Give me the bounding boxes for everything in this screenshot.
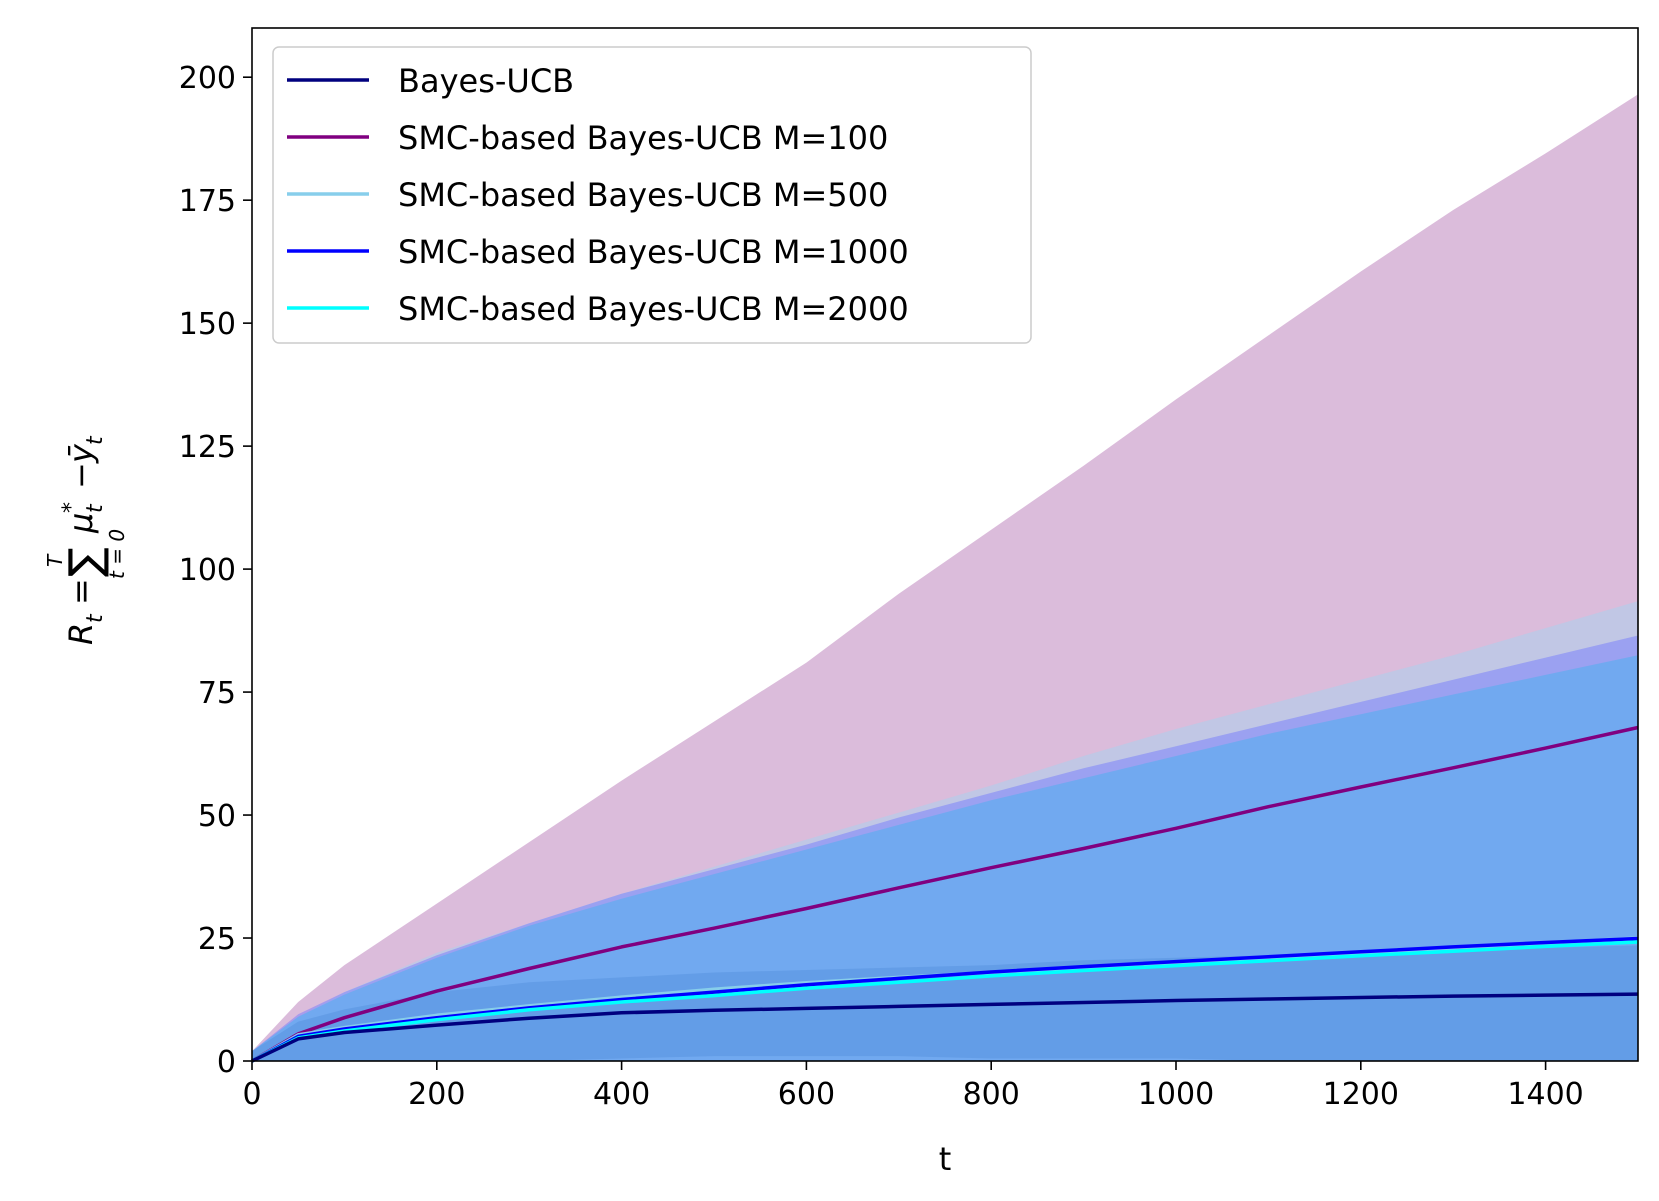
y-tick-label: 0	[217, 1045, 236, 1080]
x-tick-label: 1200	[1323, 1077, 1399, 1112]
x-tick-label: 0	[242, 1077, 261, 1112]
y-tick-label: 125	[179, 430, 236, 465]
ylabel-sum: ∑	[60, 547, 111, 577]
ylabel-equals: =	[62, 578, 100, 605]
legend-label-2: SMC-based Bayes-UCB M=500	[398, 176, 888, 214]
ylabel-term1: μ	[62, 513, 100, 534]
y-tick-label: 150	[179, 307, 236, 342]
y-axis-label: R t = ∑ T t = 0 μ * t − ȳ t	[43, 435, 129, 645]
legend-label-0: Bayes-UCB	[398, 62, 574, 100]
y-tick-label: 75	[198, 676, 236, 711]
ylabel-term2-sub: t	[83, 435, 108, 445]
ylabel-term1-sub: t	[83, 503, 108, 513]
y-axis-ticks: 0 25 50 75 100 125 150 175 200	[179, 61, 252, 1080]
y-tick-label: 200	[179, 61, 236, 96]
ylabel-term2: ȳ	[62, 443, 100, 464]
ylabel-term1-sup: *	[59, 502, 84, 513]
x-axis-ticks: 0 200 400 600 800 1000 1200 1400	[242, 1061, 1584, 1112]
line-series-3	[251, 936, 1639, 1063]
x-tick-label: 1400	[1507, 1077, 1583, 1112]
y-tick-label: 100	[179, 553, 236, 588]
ylabel-sum-sup: T	[43, 553, 67, 567]
legend-label-3: SMC-based Bayes-UCB M=1000	[398, 233, 909, 271]
x-tick-label: 400	[593, 1077, 650, 1112]
legend-label-4: SMC-based Bayes-UCB M=2000	[398, 290, 909, 328]
line-series-1	[251, 725, 1639, 1063]
x-tick-label: 800	[963, 1077, 1020, 1112]
plot-frame	[251, 27, 1639, 1062]
x-tick-label: 600	[778, 1077, 835, 1112]
y-tick-label: 175	[179, 184, 236, 219]
legend-box	[272, 46, 1032, 344]
y-tick-label: 50	[198, 799, 236, 834]
x-axis-label: t	[939, 1140, 952, 1178]
ylabel-minus: −	[62, 462, 100, 489]
ylabel-lhs: R	[62, 623, 100, 645]
x-tick-label: 200	[408, 1077, 465, 1112]
band-series-0	[252, 945, 1638, 1061]
ylabel-sum-sub: t = 0	[105, 529, 129, 579]
y-tick-label: 25	[198, 922, 236, 957]
series-lines	[251, 725, 1639, 1063]
legend: Bayes-UCB SMC-based Bayes-UCB M=100 SMC-ba…	[272, 46, 1032, 344]
ylabel-lhs-sub: t	[83, 613, 108, 623]
line-series-0	[251, 992, 1639, 1063]
line-series-4	[251, 940, 1639, 1063]
x-tick-label: 1000	[1138, 1077, 1214, 1112]
legend-label-1: SMC-based Bayes-UCB M=100	[398, 119, 888, 157]
